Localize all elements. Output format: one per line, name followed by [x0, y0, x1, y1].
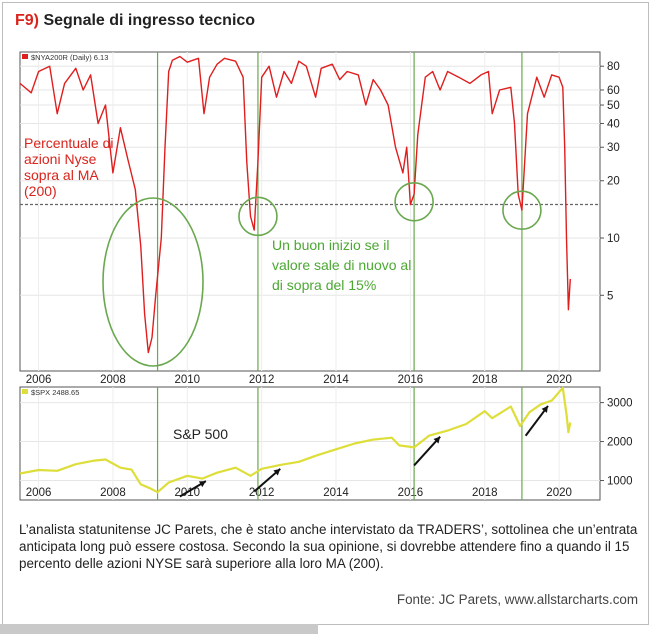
spx-y-tick-label-2: 1000	[607, 476, 633, 488]
nyse-annotation-line-0: Percentuale di	[24, 135, 114, 151]
green-annotation-line-1: valore sale di nuovo al	[272, 257, 411, 273]
green-annotation-line-2: di sopra del 15%	[272, 277, 376, 293]
figure-title: F9) Segnale di ingresso tecnico	[15, 12, 255, 30]
spx-x-tick-label-4: 2014	[323, 487, 349, 499]
green-annotation-line-0: Un buon inizio se il	[272, 237, 390, 253]
spx-arrow-shaft-3	[524, 405, 549, 437]
nyse-annotation-line-3: (200)	[24, 183, 57, 199]
spx-y-tick-label-1: 2000	[607, 437, 633, 449]
spx-series-line	[19, 386, 572, 494]
nyse-annotation-line-2: sopra al MA	[24, 167, 99, 183]
nyse-x-tick-label-0: 2006	[26, 374, 52, 386]
nyse-y-tick-label-6: 10	[607, 233, 620, 245]
nyse-x-tick-label-3: 2012	[249, 374, 275, 386]
spx-x-tick-label-6: 2018	[472, 487, 498, 499]
spx-x-tick-label-1: 2008	[100, 487, 126, 499]
spx-legend-label: $SPX 2488.65	[31, 388, 79, 397]
nyse-y-tick-label-0: 80	[607, 61, 620, 73]
spx-arrow-head-1	[273, 468, 281, 476]
circle-entry-1	[394, 182, 434, 222]
nyse-y-tick-label-5: 20	[607, 176, 620, 188]
figure-source: Fonte: JC Parets, www.allstarcharts.com	[396, 592, 638, 607]
nyse-panel-frame	[19, 51, 601, 372]
spx-x-tick-label-3: 2012	[249, 487, 275, 499]
nyse-x-tick-label-2: 2010	[175, 374, 201, 386]
spx-panel-label: S&P 500	[173, 426, 228, 442]
nyse-y-tick-label-2: 50	[607, 100, 620, 112]
nyse-y-tick-label-1: 60	[607, 85, 620, 97]
nyse-legend-label: $NYA200R (Daily) 6.13	[31, 53, 108, 62]
nyse-series-line	[19, 55, 571, 354]
nyse-legend-swatch	[22, 54, 28, 59]
nyse-y-tick-label-4: 30	[607, 142, 620, 154]
nyse-x-tick-label-1: 2008	[100, 374, 126, 386]
spx-y-tick-label-0: 3000	[607, 398, 633, 410]
nyse-y-tick-label-3: 40	[607, 118, 620, 130]
nyse-x-tick-label-7: 2020	[546, 374, 572, 386]
spx-legend-swatch	[22, 389, 28, 394]
nyse-annotation-line-1: azioni Nyse	[24, 151, 97, 167]
circle-2009	[102, 197, 204, 367]
spx-arrow-head-0	[198, 481, 206, 488]
circle-entry-2	[502, 190, 542, 231]
nyse-x-tick-label-5: 2016	[398, 374, 424, 386]
spx-x-tick-label-5: 2016	[398, 487, 424, 499]
figure-title-text: Segnale di ingresso tecnico	[43, 12, 256, 29]
spx-arrow-head-3	[541, 405, 548, 413]
spx-arrow-shaft-2	[413, 435, 441, 467]
figure-tag: F9)	[15, 12, 39, 29]
figure-caption: L’analista statunitense JC Parets, che è…	[19, 522, 638, 571]
nyse-x-tick-label-4: 2014	[323, 374, 349, 386]
circle-entry-0	[238, 196, 278, 237]
spx-x-tick-label-7: 2020	[546, 487, 572, 499]
nyse-x-tick-label-6: 2018	[472, 374, 498, 386]
spx-panel-frame	[19, 386, 601, 501]
footer-bar	[0, 624, 318, 634]
spx-arrow-head-2	[433, 436, 441, 444]
chart-area: 80 60 50 40 30 20 10 5 3000 2000 1000 2006 2008 2010 2…	[15, 44, 638, 503]
spx-x-tick-label-0: 2006	[26, 487, 52, 499]
nyse-y-tick-label-7: 5	[607, 290, 613, 302]
